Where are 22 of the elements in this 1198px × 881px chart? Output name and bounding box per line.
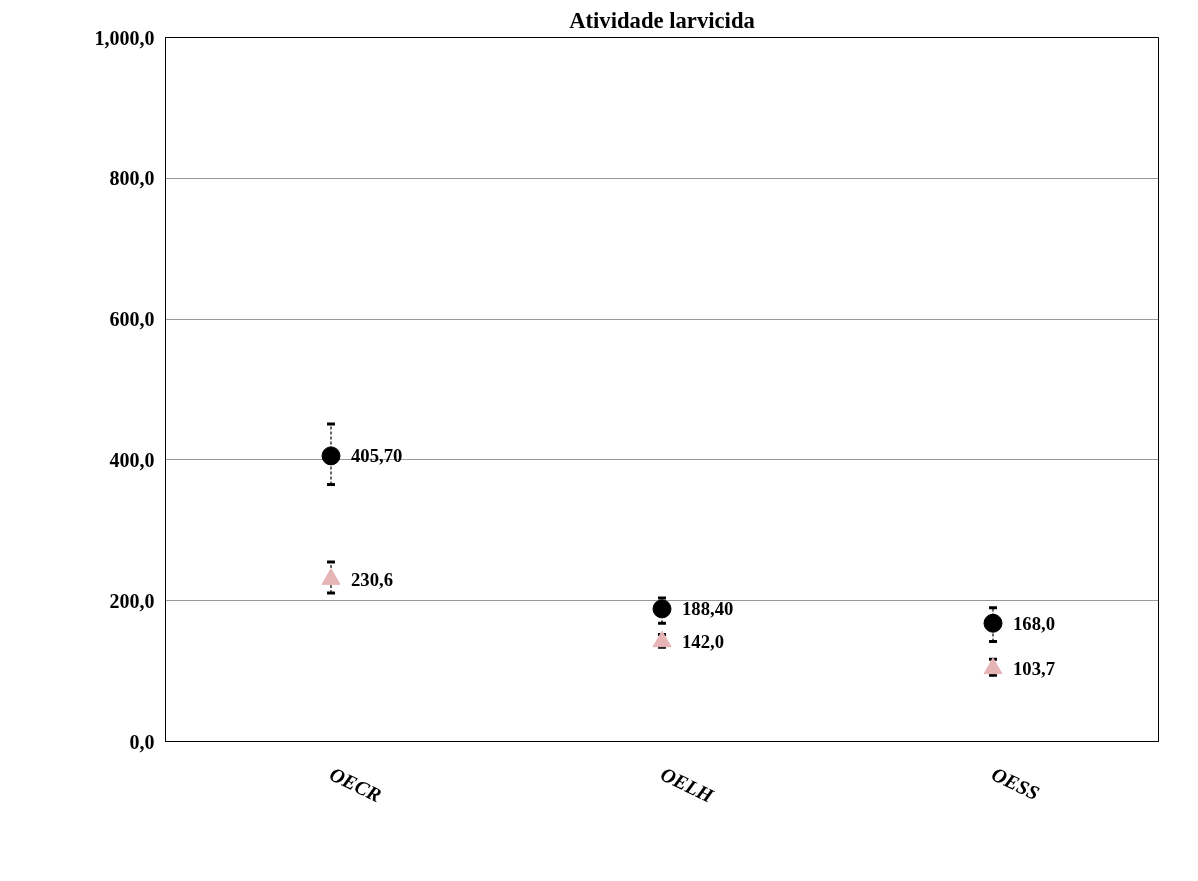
point bbox=[983, 657, 1003, 675]
y-tick-label: 400,0 bbox=[109, 448, 155, 471]
y-tick-label: 800,0 bbox=[109, 167, 155, 190]
x-tick-label: OECR bbox=[326, 762, 385, 807]
data-label: 142,0 bbox=[682, 631, 724, 653]
x-tick-label: OESS bbox=[988, 762, 1043, 805]
data-label: 405,70 bbox=[351, 445, 403, 467]
point bbox=[652, 599, 672, 619]
data-label: 188,40 bbox=[682, 598, 734, 620]
point bbox=[983, 613, 1003, 633]
point bbox=[321, 446, 341, 466]
y-tick-label: 600,0 bbox=[109, 308, 155, 331]
point bbox=[321, 568, 341, 585]
chart-title: Atividade larvicida bbox=[569, 7, 755, 33]
data-label: 230,6 bbox=[351, 568, 393, 590]
x-tick-label: OELH bbox=[657, 762, 719, 808]
data-label: 103,7 bbox=[1013, 658, 1055, 679]
y-tick-label: 1,000,0 bbox=[94, 26, 155, 49]
data-label: 168,0 bbox=[1013, 612, 1055, 634]
y-tick-label: 0,0 bbox=[129, 730, 155, 753]
point bbox=[652, 630, 672, 648]
y-tick-label: 200,0 bbox=[109, 589, 155, 612]
